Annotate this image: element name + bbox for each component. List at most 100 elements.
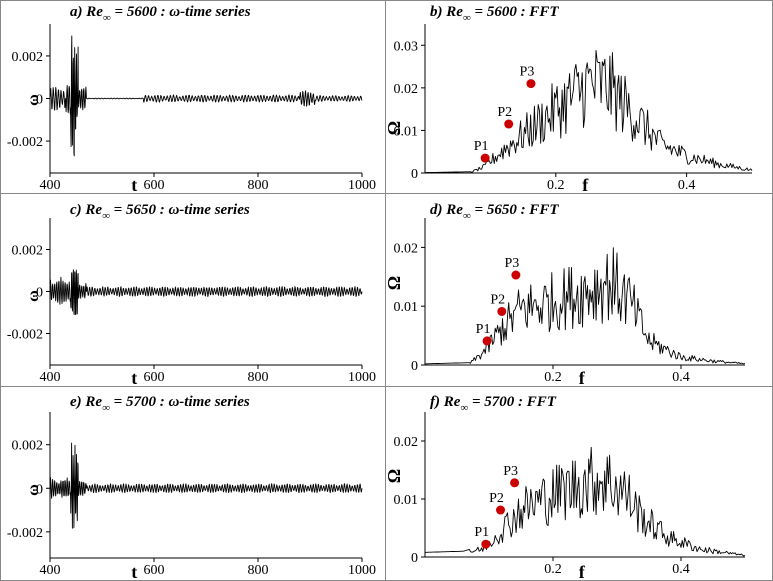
title-suffix: = 5650 : FFT: [471, 202, 560, 218]
title-subscript: ∞: [460, 402, 468, 414]
title-prefix: e) Re: [70, 394, 102, 410]
y-tick-label: -0.002: [7, 328, 43, 343]
title-prefix: a) Re: [70, 4, 103, 20]
peak-marker-p3: [510, 478, 520, 488]
x-tick-label: 400: [40, 563, 61, 578]
x-tick-label: 800: [248, 370, 269, 385]
y-tick-label: 0.01: [394, 493, 419, 508]
title-suffix: = 5600 : ω-time series: [111, 4, 251, 20]
y-tick-label: 0.02: [394, 82, 419, 97]
x-tick-label: 800: [248, 178, 269, 193]
x-axis-label: f: [579, 562, 586, 581]
series-line-c: [49, 269, 363, 316]
panel-d: d) Re∞ = 5650 : FFT 0.02 0.01 0 0.2 0.4 f Ω P1 P2…: [384, 202, 746, 388]
panel-title-d: d) Re∞ = 5650 : FFT: [430, 202, 559, 222]
y-tick-label: 0.01: [394, 300, 419, 315]
panel-e: e) Re∞ = 5700 : ω-time series 0.002 0 -0.00…: [7, 394, 376, 581]
series-line-f: [424, 446, 746, 557]
y-tick-label: 0: [36, 286, 43, 301]
series-line-d: [425, 247, 746, 365]
peak-label-p3: P3: [520, 65, 535, 80]
peak-marker-p3: [511, 270, 521, 280]
title-subscript: ∞: [102, 210, 110, 222]
title-suffix: = 5700 : FFT: [468, 394, 557, 410]
peak-label-p1: P1: [476, 322, 491, 337]
x-tick-label: 0.4: [672, 562, 690, 577]
title-prefix: d) Re: [430, 202, 463, 218]
y-tick-label: 0.02: [394, 241, 419, 256]
x-axis-label: f: [582, 175, 589, 195]
peak-marker-p1: [482, 336, 492, 346]
x-tick-label: 1000: [348, 370, 376, 385]
y-tick-label: -0.002: [7, 135, 43, 150]
x-tick-label: 0.4: [678, 178, 696, 193]
peak-label-p2: P2: [490, 292, 505, 307]
peak-marker-p3: [526, 79, 536, 89]
title-suffix: = 5700 : ω-time series: [110, 394, 250, 410]
panel-frame-d: [385, 193, 773, 387]
x-tick-label: 600: [144, 563, 165, 578]
x-tick-label: 600: [144, 370, 165, 385]
y-tick-label: 0.01: [394, 124, 419, 139]
title-subscript: ∞: [103, 12, 111, 24]
x-tick-label: 400: [40, 370, 61, 385]
panel-title-f: f) Re∞ = 5700 : FFT: [430, 394, 557, 414]
panel-frame-e: [0, 386, 386, 581]
x-tick-label: 600: [144, 178, 165, 193]
panel-title-c: c) Re∞ = 5650 : ω-time series: [70, 202, 250, 222]
x-tick-label: 400: [40, 178, 61, 193]
y-tick-label: 0: [36, 482, 43, 497]
peak-marker-p2: [497, 306, 507, 316]
series-line-e: [49, 442, 363, 529]
y-tick-label: 0: [411, 551, 418, 566]
peak-marker-p2: [504, 119, 514, 129]
x-tick-label: 1000: [348, 178, 376, 193]
y-axis-label: Ω: [384, 469, 404, 483]
peak-label-p2: P2: [489, 491, 504, 506]
peak-marker-p1: [481, 539, 491, 549]
x-tick-label: 0.2: [547, 178, 565, 193]
title-suffix: = 5600 : FFT: [471, 4, 560, 20]
panel-title-a: a) Re∞ = 5600 : ω-time series: [70, 4, 251, 24]
y-tick-label: 0.02: [394, 435, 419, 450]
x-tick-label: 0.4: [672, 370, 690, 385]
panel-a: a) Re∞ = 5600 : ω-time series 0.002 0 -0.00…: [7, 4, 376, 195]
peak-marker-p1: [480, 153, 490, 163]
y-tick-label: 0.002: [12, 439, 44, 454]
series-line-a: [49, 35, 363, 157]
y-axis-label: Ω: [384, 276, 404, 290]
title-prefix: f) Re: [430, 394, 461, 410]
title-subscript: ∞: [463, 210, 471, 222]
panel-c: c) Re∞ = 5650 : ω-time series 0.002 0 -0.00…: [7, 202, 376, 388]
x-axis-label: f: [579, 368, 586, 388]
title-subscript: ∞: [102, 402, 110, 414]
y-axis-label: ω: [25, 484, 42, 496]
panel-b: b) Re∞ = 5600 : FFT 0.03 0.02 0.01 0 0.2 0.4 f Ω…: [384, 4, 753, 195]
x-tick-label: 800: [248, 563, 269, 578]
x-axis-label: t: [131, 562, 137, 581]
y-axis-label: Ω: [384, 121, 404, 135]
panel-title-e: e) Re∞ = 5700 : ω-time series: [70, 394, 250, 414]
panel-title-b: b) Re∞ = 5600 : FFT: [430, 4, 559, 24]
title-prefix: c) Re: [70, 202, 102, 218]
y-tick-label: -0.002: [7, 526, 43, 541]
peak-label-p3: P3: [504, 256, 519, 271]
panel-f: f) Re∞ = 5700 : FFT 0.02 0.01 0 0.2 0.4 f Ω P1 P2…: [384, 394, 746, 581]
title-subscript: ∞: [463, 12, 471, 24]
x-tick-label: 0.2: [544, 562, 562, 577]
peak-label-p1: P1: [474, 525, 489, 540]
x-tick-label: 0.2: [544, 370, 562, 385]
y-tick-label: 0.03: [394, 39, 419, 54]
x-axis-label: t: [131, 368, 137, 388]
peak-label-p2: P2: [497, 105, 512, 120]
series-line-b: [425, 50, 753, 174]
title-suffix: = 5650 : ω-time series: [110, 202, 250, 218]
peak-label-p1: P1: [474, 139, 489, 154]
y-tick-label: 0.002: [12, 244, 44, 259]
peak-marker-p2: [496, 505, 506, 515]
y-tick-label: 0: [36, 93, 43, 108]
y-axis-label: ω: [25, 290, 42, 302]
y-axis-label: ω: [25, 94, 42, 106]
